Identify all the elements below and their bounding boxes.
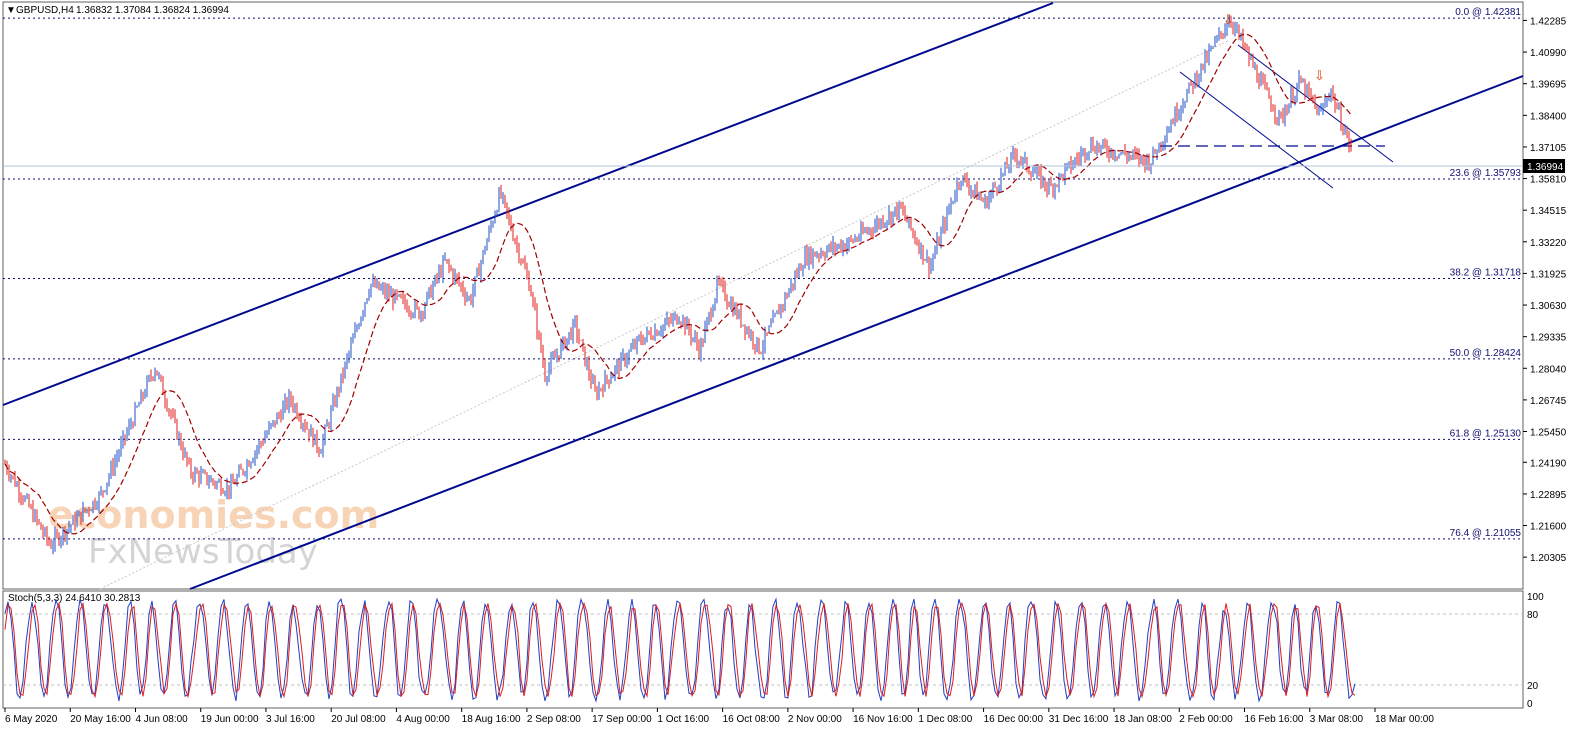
time-tick-label: 2 Sep 08:00	[527, 714, 581, 725]
candlesticks	[4, 15, 1352, 555]
time-tick-label: 31 Dec 16:00	[1049, 714, 1109, 725]
price-tick-label: 1.26745	[1530, 396, 1567, 407]
price-tick-label: 1.21600	[1530, 522, 1567, 533]
channel-mid-line	[99, 39, 1231, 590]
fib-label: 0.0 @ 1.42381	[1455, 7, 1521, 18]
price-tick-label: 1.24190	[1530, 458, 1567, 469]
time-tick-label: 2 Feb 00:00	[1179, 714, 1233, 725]
time-tick-label: 16 Nov 16:00	[853, 714, 913, 725]
time-tick-label: 16 Dec 00:00	[984, 714, 1044, 725]
price-axis: 1.42285 1.40990 1.39695 1.38400 1.37105 1.358…	[1523, 16, 1567, 564]
price-tick-label: 1.37105	[1530, 143, 1567, 154]
time-tick-label: 3 Jul 16:00	[266, 714, 315, 725]
time-tick-label: 4 Aug 00:00	[396, 714, 450, 725]
time-tick-label: 18 Aug 16:00	[462, 714, 521, 725]
price-tick-label: 1.42285	[1530, 16, 1567, 27]
price-tick-label: 1.31925	[1530, 269, 1567, 280]
time-tick-label: 18 Jan 08:00	[1114, 714, 1172, 725]
channel-upper-line[interactable]	[2, 2, 1054, 406]
price-tick-label: 1.30630	[1530, 301, 1567, 312]
moving-average-line	[4, 33, 1352, 535]
price-tick-label: 1.33220	[1530, 238, 1567, 249]
fib-label: 23.6 @ 1.35793	[1450, 168, 1522, 179]
price-tick-label: 1.22895	[1530, 490, 1567, 501]
channel-lower-line[interactable]	[189, 75, 1524, 590]
stoch-k-line	[4, 597, 1356, 703]
current-price-label-bg	[1523, 159, 1565, 173]
peak-arrow-icon-2: ⇩	[1314, 68, 1325, 83]
time-tick-label: 1 Oct 16:00	[657, 714, 709, 725]
price-tick-label: 1.29335	[1530, 333, 1567, 344]
price-tick-label: 1.34515	[1530, 206, 1567, 217]
chart-ohlc: 1.36832 1.37084 1.36824 1.36994	[76, 5, 229, 16]
stoch-tick-80: 80	[1527, 610, 1539, 621]
time-tick-label: 4 Jun 08:00	[135, 714, 188, 725]
time-tick-label: 16 Feb 16:00	[1245, 714, 1304, 725]
watermark-line1: economies.com	[48, 493, 379, 537]
stoch-pane-frame	[2, 590, 1524, 709]
fib-label: 38.2 @ 1.31718	[1450, 267, 1522, 278]
price-tick-label: 1.28040	[1530, 364, 1567, 375]
chart-symbol: GBPUSD,H4	[16, 5, 74, 16]
main-pane-frame	[2, 1, 1524, 590]
time-tick-label: 17 Sep 00:00	[592, 714, 652, 725]
time-axis: 6 May 2020 20 May 16:00 4 Jun 08:00 19 Jun …	[4, 708, 1434, 725]
stoch-tick-20: 20	[1527, 681, 1539, 692]
fib-label: 50.0 @ 1.28424	[1450, 348, 1522, 359]
price-tick-label: 1.38400	[1530, 111, 1567, 122]
time-tick-label: 16 Oct 08:00	[723, 714, 781, 725]
price-tick-label: 1.35810	[1530, 175, 1567, 186]
price-tick-label: 1.20305	[1530, 553, 1567, 564]
time-tick-label: 1 Dec 08:00	[918, 714, 972, 725]
time-tick-label: 6 May 2020	[5, 714, 58, 725]
time-tick-label: 18 Mar 00:00	[1375, 714, 1434, 725]
stoch-tick-0: 0	[1527, 699, 1533, 710]
time-tick-label: 20 Jul 08:00	[331, 714, 386, 725]
time-tick-label: 20 May 16:00	[70, 714, 131, 725]
fib-label: 76.4 @ 1.21055	[1450, 528, 1522, 539]
price-tick-label: 1.25450	[1530, 428, 1567, 439]
stoch-label: Stoch(5,3,3) 24.6410 30.2813	[8, 593, 141, 604]
fibonacci-levels: 0.0 @ 1.42381 23.6 @ 1.35793 38.2 @ 1.3171…	[3, 7, 1523, 540]
price-tick-label: 1.40990	[1530, 48, 1567, 59]
stoch-d-line	[4, 601, 1356, 699]
time-tick-label: 2 Nov 00:00	[788, 714, 842, 725]
trend-channel[interactable]	[2, 2, 1524, 590]
desc-lower-line[interactable]	[1179, 71, 1334, 189]
time-tick-label: 3 Mar 08:00	[1310, 714, 1364, 725]
peak-arrow-icon-1: ⇩	[1223, 12, 1234, 27]
stoch-tick-100: 100	[1527, 592, 1544, 603]
time-tick-label: 19 Jun 00:00	[201, 714, 259, 725]
price-tick-label: 1.39695	[1530, 80, 1567, 91]
header-arrow-icon: ▼	[6, 5, 16, 16]
descending-channel[interactable]	[1160, 44, 1394, 189]
fib-label: 61.8 @ 1.25130	[1450, 428, 1522, 439]
current-price-label: 1.36994	[1527, 162, 1564, 173]
